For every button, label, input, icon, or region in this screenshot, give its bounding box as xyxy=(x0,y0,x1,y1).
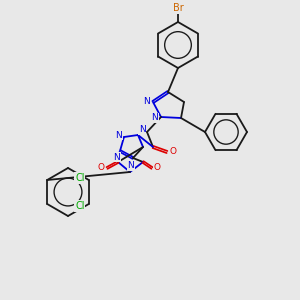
Text: N: N xyxy=(139,125,145,134)
Text: N: N xyxy=(128,161,134,170)
Text: N: N xyxy=(144,98,150,106)
Text: N: N xyxy=(152,113,158,122)
Text: Cl: Cl xyxy=(75,173,85,183)
Text: Br: Br xyxy=(172,3,183,13)
Text: O: O xyxy=(154,163,160,172)
Text: O: O xyxy=(169,148,176,157)
Text: N: N xyxy=(116,130,122,140)
Text: O: O xyxy=(98,163,104,172)
Text: N: N xyxy=(114,152,120,161)
Text: Cl: Cl xyxy=(75,201,85,211)
